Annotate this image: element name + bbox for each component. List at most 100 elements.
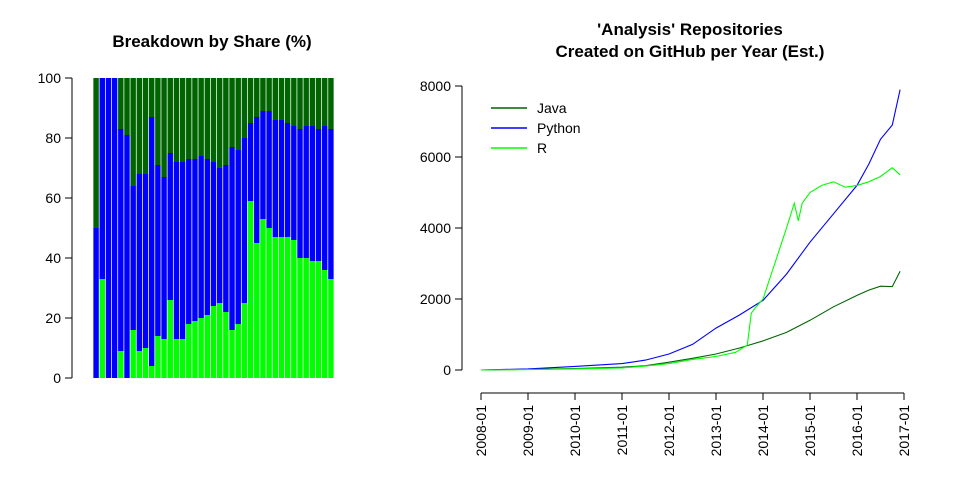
bar-python-20 (216, 168, 223, 303)
bar-java-0 (93, 78, 99, 228)
right-y-tick-label-8000: 8000 (420, 78, 451, 94)
bar-r-31 (284, 237, 291, 378)
bar-java-31 (284, 78, 291, 123)
bar-java-20 (216, 78, 223, 168)
bar-java-22 (229, 78, 235, 147)
bar-java-21 (223, 78, 229, 165)
bar-python-33 (297, 129, 303, 258)
bar-r-7 (136, 351, 143, 378)
right-y-tick-label-0: 0 (443, 362, 451, 378)
bar-java-15 (186, 78, 192, 159)
bar-r-30 (278, 237, 285, 378)
bar-r-17 (198, 318, 204, 378)
legend-label-python: Python (537, 120, 581, 136)
bar-r-4 (118, 351, 124, 378)
bar-r-34 (303, 258, 309, 378)
bar-r-38 (328, 279, 334, 378)
bar-java-26 (254, 78, 260, 117)
bar-python-31 (284, 123, 291, 237)
bar-python-18 (204, 159, 211, 315)
bar-java-17 (198, 78, 204, 156)
bar-java-14 (179, 78, 186, 162)
legend-label-java: Java (537, 100, 567, 116)
bar-java-28 (266, 78, 272, 111)
bar-python-28 (266, 111, 272, 228)
bar-r-24 (241, 303, 248, 378)
bar-java-38 (328, 78, 334, 129)
right-x-tick-label-2009-01: 2009-01 (520, 405, 536, 457)
line-python (480, 89, 901, 371)
bar-java-30 (278, 78, 285, 120)
bar-r-22 (229, 330, 235, 378)
right-x-tick-label-2014-01: 2014-01 (755, 405, 771, 457)
bar-python-4 (118, 129, 124, 351)
bar-python-9 (148, 117, 155, 366)
bar-python-36 (315, 129, 322, 261)
bar-r-9 (148, 366, 155, 378)
bar-python-34 (303, 126, 309, 258)
bar-java-35 (309, 78, 316, 126)
bar-java-27 (260, 78, 266, 111)
bar-java-19 (210, 78, 217, 162)
bar-java-10 (155, 78, 161, 165)
bar-python-30 (278, 120, 285, 237)
bar-r-27 (260, 219, 266, 378)
bar-r-10 (155, 336, 161, 378)
bar-python-22 (229, 147, 235, 330)
bar-java-33 (297, 78, 303, 129)
bar-r-1 (99, 279, 105, 378)
right-x-tick-label-2013-01: 2013-01 (708, 405, 724, 457)
bar-python-24 (241, 138, 248, 303)
right-y-tick-label-4000: 4000 (420, 220, 451, 236)
left-y-tick-label-60: 60 (45, 190, 61, 206)
bar-python-37 (322, 126, 328, 270)
bar-java-24 (241, 78, 248, 138)
bar-java-36 (315, 78, 322, 129)
bar-python-21 (223, 165, 229, 312)
left-y-tick-label-40: 40 (45, 250, 61, 266)
bar-python-38 (328, 129, 334, 279)
bar-python-17 (198, 156, 204, 318)
bar-python-35 (309, 126, 316, 261)
left-y-tick-label-20: 20 (45, 310, 61, 326)
bar-java-5 (124, 78, 130, 135)
bar-r-36 (315, 261, 322, 378)
bar-python-14 (179, 162, 186, 339)
bar-java-9 (148, 78, 155, 117)
bar-python-5 (124, 135, 130, 378)
bar-python-12 (167, 153, 173, 300)
bar-java-37 (322, 78, 328, 126)
bar-java-32 (291, 78, 297, 126)
line-java (480, 271, 901, 371)
bar-r-15 (186, 324, 192, 378)
bar-r-12 (167, 300, 173, 378)
left-y-tick-label-80: 80 (45, 130, 61, 146)
bar-java-12 (167, 78, 173, 153)
bar-r-19 (210, 306, 217, 378)
right-x-tick-label-2010-01: 2010-01 (567, 405, 583, 457)
bar-java-29 (272, 78, 279, 120)
bar-r-21 (223, 312, 229, 378)
bar-python-27 (260, 111, 266, 219)
bar-r-26 (254, 243, 260, 378)
right-x-tick-label-2011-01: 2011-01 (614, 405, 630, 456)
right-x-tick-label-2016-01: 2016-01 (849, 405, 865, 457)
bar-java-11 (161, 78, 167, 177)
bar-java-7 (136, 78, 143, 174)
bar-python-7 (136, 174, 143, 351)
bar-python-2 (105, 78, 112, 378)
bar-java-13 (173, 78, 180, 162)
right-x-tick-label-2015-01: 2015-01 (802, 405, 818, 457)
right-x-tick-label-2012-01: 2012-01 (661, 405, 677, 457)
bar-java-6 (130, 78, 136, 186)
bar-java-16 (192, 78, 198, 159)
legend-label-r: R (537, 140, 547, 156)
bar-python-6 (130, 186, 136, 330)
bar-r-8 (142, 348, 149, 378)
bar-python-16 (192, 159, 198, 321)
right-x-tick-label-2008-01: 2008-01 (473, 405, 489, 457)
bar-java-8 (142, 78, 149, 174)
bar-python-15 (186, 159, 192, 324)
bar-r-20 (216, 303, 223, 378)
